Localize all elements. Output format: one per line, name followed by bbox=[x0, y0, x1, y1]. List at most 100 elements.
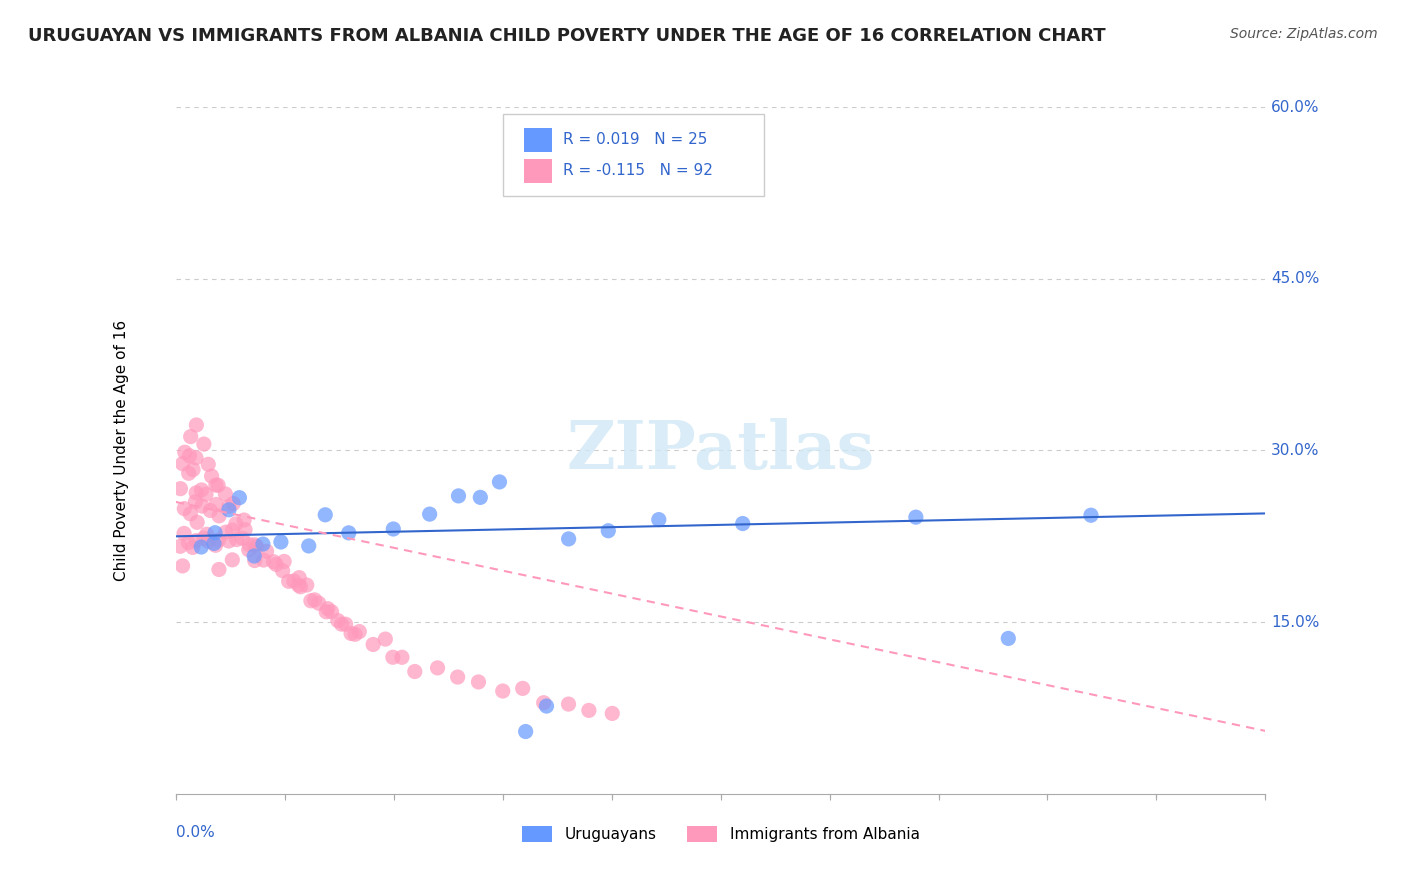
Immigrants from Albania bbox=[197, 534, 219, 549]
Immigrants from Albania bbox=[207, 533, 229, 548]
Immigrants from Albania bbox=[492, 684, 515, 698]
Uruguayans bbox=[382, 522, 405, 536]
Text: 15.0%: 15.0% bbox=[1271, 615, 1319, 630]
Immigrants from Albania bbox=[221, 523, 243, 537]
Uruguayans bbox=[904, 510, 927, 524]
Uruguayans bbox=[598, 524, 620, 538]
Immigrants from Albania bbox=[186, 417, 208, 432]
Immigrants from Albania bbox=[335, 617, 357, 632]
Immigrants from Albania bbox=[180, 429, 202, 443]
Uruguayans bbox=[204, 525, 226, 540]
Immigrants from Albania bbox=[218, 500, 240, 514]
Immigrants from Albania bbox=[205, 497, 228, 511]
Immigrants from Albania bbox=[193, 531, 215, 545]
Immigrants from Albania bbox=[181, 462, 204, 476]
Immigrants from Albania bbox=[195, 527, 218, 541]
Text: 30.0%: 30.0% bbox=[1271, 443, 1319, 458]
Immigrants from Albania bbox=[264, 558, 287, 572]
Immigrants from Albania bbox=[169, 539, 191, 553]
Immigrants from Albania bbox=[600, 706, 623, 721]
Immigrants from Albania bbox=[186, 486, 208, 500]
Immigrants from Albania bbox=[195, 487, 218, 501]
Immigrants from Albania bbox=[207, 478, 229, 492]
Uruguayans bbox=[470, 491, 492, 505]
Text: URUGUAYAN VS IMMIGRANTS FROM ALBANIA CHILD POVERTY UNDER THE AGE OF 16 CORRELATI: URUGUAYAN VS IMMIGRANTS FROM ALBANIA CHI… bbox=[28, 27, 1105, 45]
Immigrants from Albania bbox=[179, 449, 201, 463]
Uruguayans bbox=[536, 699, 558, 714]
Immigrants from Albania bbox=[205, 478, 228, 492]
Immigrants from Albania bbox=[208, 508, 231, 523]
Immigrants from Albania bbox=[231, 531, 253, 545]
Immigrants from Albania bbox=[221, 553, 243, 567]
Immigrants from Albania bbox=[321, 605, 343, 619]
Immigrants from Albania bbox=[349, 624, 371, 639]
Immigrants from Albania bbox=[381, 650, 404, 665]
FancyBboxPatch shape bbox=[524, 159, 551, 183]
Immigrants from Albania bbox=[181, 541, 204, 555]
Immigrants from Albania bbox=[193, 437, 215, 451]
Uruguayans bbox=[228, 491, 250, 505]
Immigrants from Albania bbox=[190, 483, 212, 497]
Immigrants from Albania bbox=[173, 526, 195, 541]
FancyBboxPatch shape bbox=[524, 128, 551, 152]
Immigrants from Albania bbox=[225, 533, 247, 547]
Uruguayans bbox=[337, 525, 360, 540]
Immigrants from Albania bbox=[467, 675, 489, 690]
Text: Source: ZipAtlas.com: Source: ZipAtlas.com bbox=[1230, 27, 1378, 41]
Immigrants from Albania bbox=[197, 458, 219, 472]
Immigrants from Albania bbox=[172, 558, 194, 573]
Immigrants from Albania bbox=[578, 703, 600, 717]
Immigrants from Albania bbox=[172, 457, 194, 471]
Immigrants from Albania bbox=[238, 542, 260, 557]
Immigrants from Albania bbox=[214, 487, 236, 501]
Immigrants from Albania bbox=[252, 553, 274, 567]
Uruguayans bbox=[298, 539, 321, 553]
Text: R = 0.019   N = 25: R = 0.019 N = 25 bbox=[562, 132, 707, 147]
Immigrants from Albania bbox=[186, 516, 208, 530]
Immigrants from Albania bbox=[177, 535, 200, 549]
Immigrants from Albania bbox=[315, 605, 337, 619]
Immigrants from Albania bbox=[215, 525, 238, 540]
Immigrants from Albania bbox=[316, 601, 339, 615]
Immigrants from Albania bbox=[204, 538, 226, 552]
Uruguayans bbox=[731, 516, 754, 531]
Uruguayans bbox=[447, 489, 470, 503]
Immigrants from Albania bbox=[263, 555, 285, 569]
Immigrants from Albania bbox=[177, 467, 200, 481]
Immigrants from Albania bbox=[200, 503, 222, 517]
Immigrants from Albania bbox=[446, 670, 468, 684]
Text: 45.0%: 45.0% bbox=[1271, 271, 1319, 286]
Uruguayans bbox=[1080, 508, 1102, 523]
Immigrants from Albania bbox=[184, 533, 207, 548]
Immigrants from Albania bbox=[340, 626, 363, 640]
Immigrants from Albania bbox=[169, 482, 191, 496]
Immigrants from Albania bbox=[225, 516, 247, 531]
Immigrants from Albania bbox=[391, 650, 413, 665]
FancyBboxPatch shape bbox=[503, 114, 765, 196]
Immigrants from Albania bbox=[191, 499, 214, 513]
Immigrants from Albania bbox=[277, 574, 299, 589]
Text: 0.0%: 0.0% bbox=[176, 825, 215, 839]
Immigrants from Albania bbox=[290, 580, 312, 594]
Uruguayans bbox=[190, 540, 212, 554]
Uruguayans bbox=[488, 475, 510, 489]
Immigrants from Albania bbox=[404, 665, 426, 679]
Immigrants from Albania bbox=[374, 632, 396, 646]
Uruguayans bbox=[202, 536, 225, 550]
Uruguayans bbox=[419, 507, 441, 521]
Uruguayans bbox=[557, 532, 579, 546]
Uruguayans bbox=[314, 508, 336, 522]
Immigrants from Albania bbox=[233, 523, 256, 537]
Uruguayans bbox=[252, 537, 274, 551]
Immigrants from Albania bbox=[184, 450, 207, 465]
Immigrants from Albania bbox=[273, 554, 295, 568]
Text: ZIPatlas: ZIPatlas bbox=[567, 418, 875, 483]
Uruguayans bbox=[997, 632, 1019, 646]
Uruguayans bbox=[270, 535, 292, 549]
Immigrants from Albania bbox=[179, 507, 201, 521]
Immigrants from Albania bbox=[304, 592, 326, 607]
Immigrants from Albania bbox=[512, 681, 534, 696]
Immigrants from Albania bbox=[222, 496, 245, 510]
Immigrants from Albania bbox=[256, 544, 278, 558]
Uruguayans bbox=[515, 724, 537, 739]
